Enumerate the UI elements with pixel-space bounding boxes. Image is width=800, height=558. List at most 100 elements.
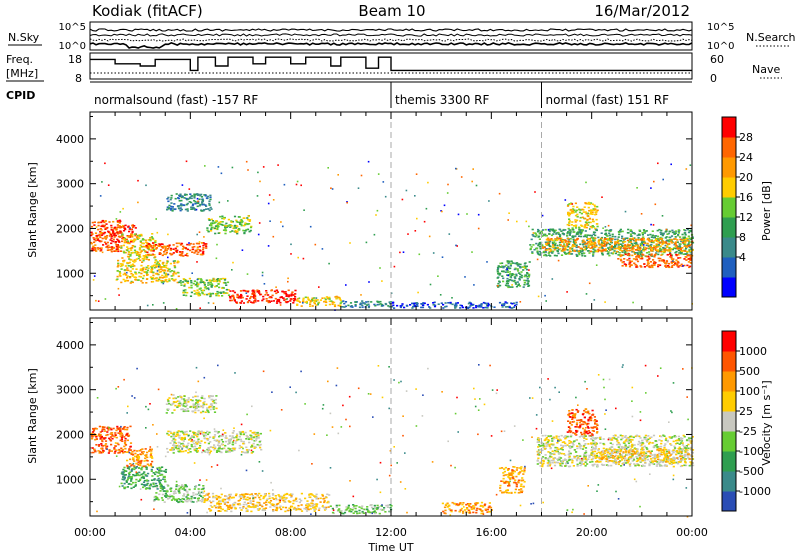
heatmap-cell xyxy=(137,202,139,204)
heatmap-cell xyxy=(487,305,489,307)
heatmap-cell xyxy=(98,225,100,227)
heatmap-cell xyxy=(252,504,254,506)
heatmap-cell xyxy=(653,261,655,263)
heatmap-cell xyxy=(356,511,358,513)
heatmap-cell xyxy=(531,239,533,241)
heatmap-cell xyxy=(197,396,199,398)
heatmap-cell xyxy=(229,448,231,450)
heatmap-cell xyxy=(214,434,216,436)
heatmap-cell xyxy=(127,280,129,282)
heatmap-cell xyxy=(682,234,684,236)
heatmap-cell xyxy=(127,479,129,481)
heatmap-cell xyxy=(118,294,120,296)
heatmap-cell xyxy=(142,278,144,280)
heatmap-cell xyxy=(328,494,330,496)
heatmap-cell xyxy=(202,485,204,487)
heatmap-cell xyxy=(609,235,611,237)
heatmap-cell xyxy=(420,307,422,309)
heatmap-cell xyxy=(126,262,128,264)
heatmap-cell xyxy=(204,204,206,206)
heatmap-cell xyxy=(585,230,587,232)
heatmap-cell xyxy=(575,225,577,227)
heatmap-cell xyxy=(167,234,169,236)
heatmap-cell xyxy=(132,245,134,247)
heatmap-cell xyxy=(141,469,143,471)
heatmap-cell xyxy=(545,229,547,231)
heatmap-cell xyxy=(301,510,303,512)
heatmap-cell xyxy=(580,232,582,234)
heatmap-cell xyxy=(210,409,212,411)
heatmap-cell xyxy=(312,305,314,307)
heatmap-cell xyxy=(153,483,155,485)
heatmap-cell xyxy=(196,448,198,450)
heatmap-cell xyxy=(207,196,209,198)
heatmap-cell xyxy=(564,241,566,243)
heatmap-cell xyxy=(189,406,191,408)
heatmap-cell xyxy=(368,281,370,283)
heatmap-cell xyxy=(174,267,176,269)
heatmap-cell xyxy=(507,275,509,277)
heatmap-cell xyxy=(210,223,212,225)
heatmap-cell xyxy=(222,291,224,293)
heatmap-cell xyxy=(619,252,621,254)
heatmap-cell xyxy=(130,247,132,249)
heatmap-cell xyxy=(641,238,643,240)
heatmap-cell xyxy=(269,502,271,504)
heatmap-cell xyxy=(150,454,152,456)
heatmap-cell xyxy=(285,499,287,501)
heatmap-cell xyxy=(265,290,267,292)
heatmap-cell xyxy=(171,440,173,442)
freq-tick-top: 18 xyxy=(68,53,82,66)
heatmap-cell xyxy=(504,303,506,305)
heatmap-cell xyxy=(243,498,245,500)
heatmap-cell xyxy=(594,243,596,245)
heatmap-cell xyxy=(299,301,301,303)
heatmap-cell xyxy=(327,167,329,169)
heatmap-cell xyxy=(222,221,224,223)
heatmap-cell xyxy=(184,406,186,408)
heatmap-cell xyxy=(146,479,148,481)
heatmap-cell xyxy=(301,305,303,307)
heatmap-cell xyxy=(108,452,110,454)
heatmap-cell xyxy=(187,494,189,496)
heatmap-cell xyxy=(107,242,109,244)
heatmap-cell xyxy=(197,439,199,441)
heatmap-cell xyxy=(130,488,132,490)
heatmap-cell xyxy=(407,233,409,235)
heatmap-cell xyxy=(637,245,639,247)
heatmap-cell xyxy=(130,240,132,242)
heatmap-cell xyxy=(144,250,146,252)
heatmap-cell xyxy=(665,241,667,243)
nsearch-label: N.Search xyxy=(746,31,796,44)
heatmap-cell xyxy=(582,242,584,244)
heatmap-cell xyxy=(143,482,145,484)
heatmap-cell xyxy=(93,237,95,239)
heatmap-cell xyxy=(126,272,128,274)
heatmap-cell xyxy=(430,284,432,286)
heatmap-cell xyxy=(596,264,598,266)
heatmap-cell xyxy=(273,199,275,201)
heatmap-cell xyxy=(201,397,203,399)
heatmap-cell xyxy=(97,249,99,251)
heatmap-cell xyxy=(198,431,200,433)
heatmap-cell xyxy=(214,222,216,224)
heatmap-cell xyxy=(126,451,128,453)
heatmap-cell xyxy=(379,513,381,515)
heatmap-cell xyxy=(633,232,635,234)
heatmap-cell xyxy=(176,193,178,195)
heatmap-cell xyxy=(172,398,174,400)
heatmap-cell xyxy=(167,197,169,199)
heatmap-cell xyxy=(153,479,155,481)
heatmap-cell xyxy=(447,184,449,186)
heatmap-cell xyxy=(547,243,549,245)
heatmap-cell xyxy=(212,436,214,438)
heatmap-cell xyxy=(144,271,146,273)
heatmap-cell xyxy=(628,247,630,249)
heatmap-cell xyxy=(590,251,592,253)
heatmap-cell xyxy=(288,507,290,509)
heatmap-cell xyxy=(127,275,129,277)
heatmap-cell xyxy=(229,231,231,233)
heatmap-cell xyxy=(128,253,130,255)
heatmap-cell xyxy=(297,181,299,183)
